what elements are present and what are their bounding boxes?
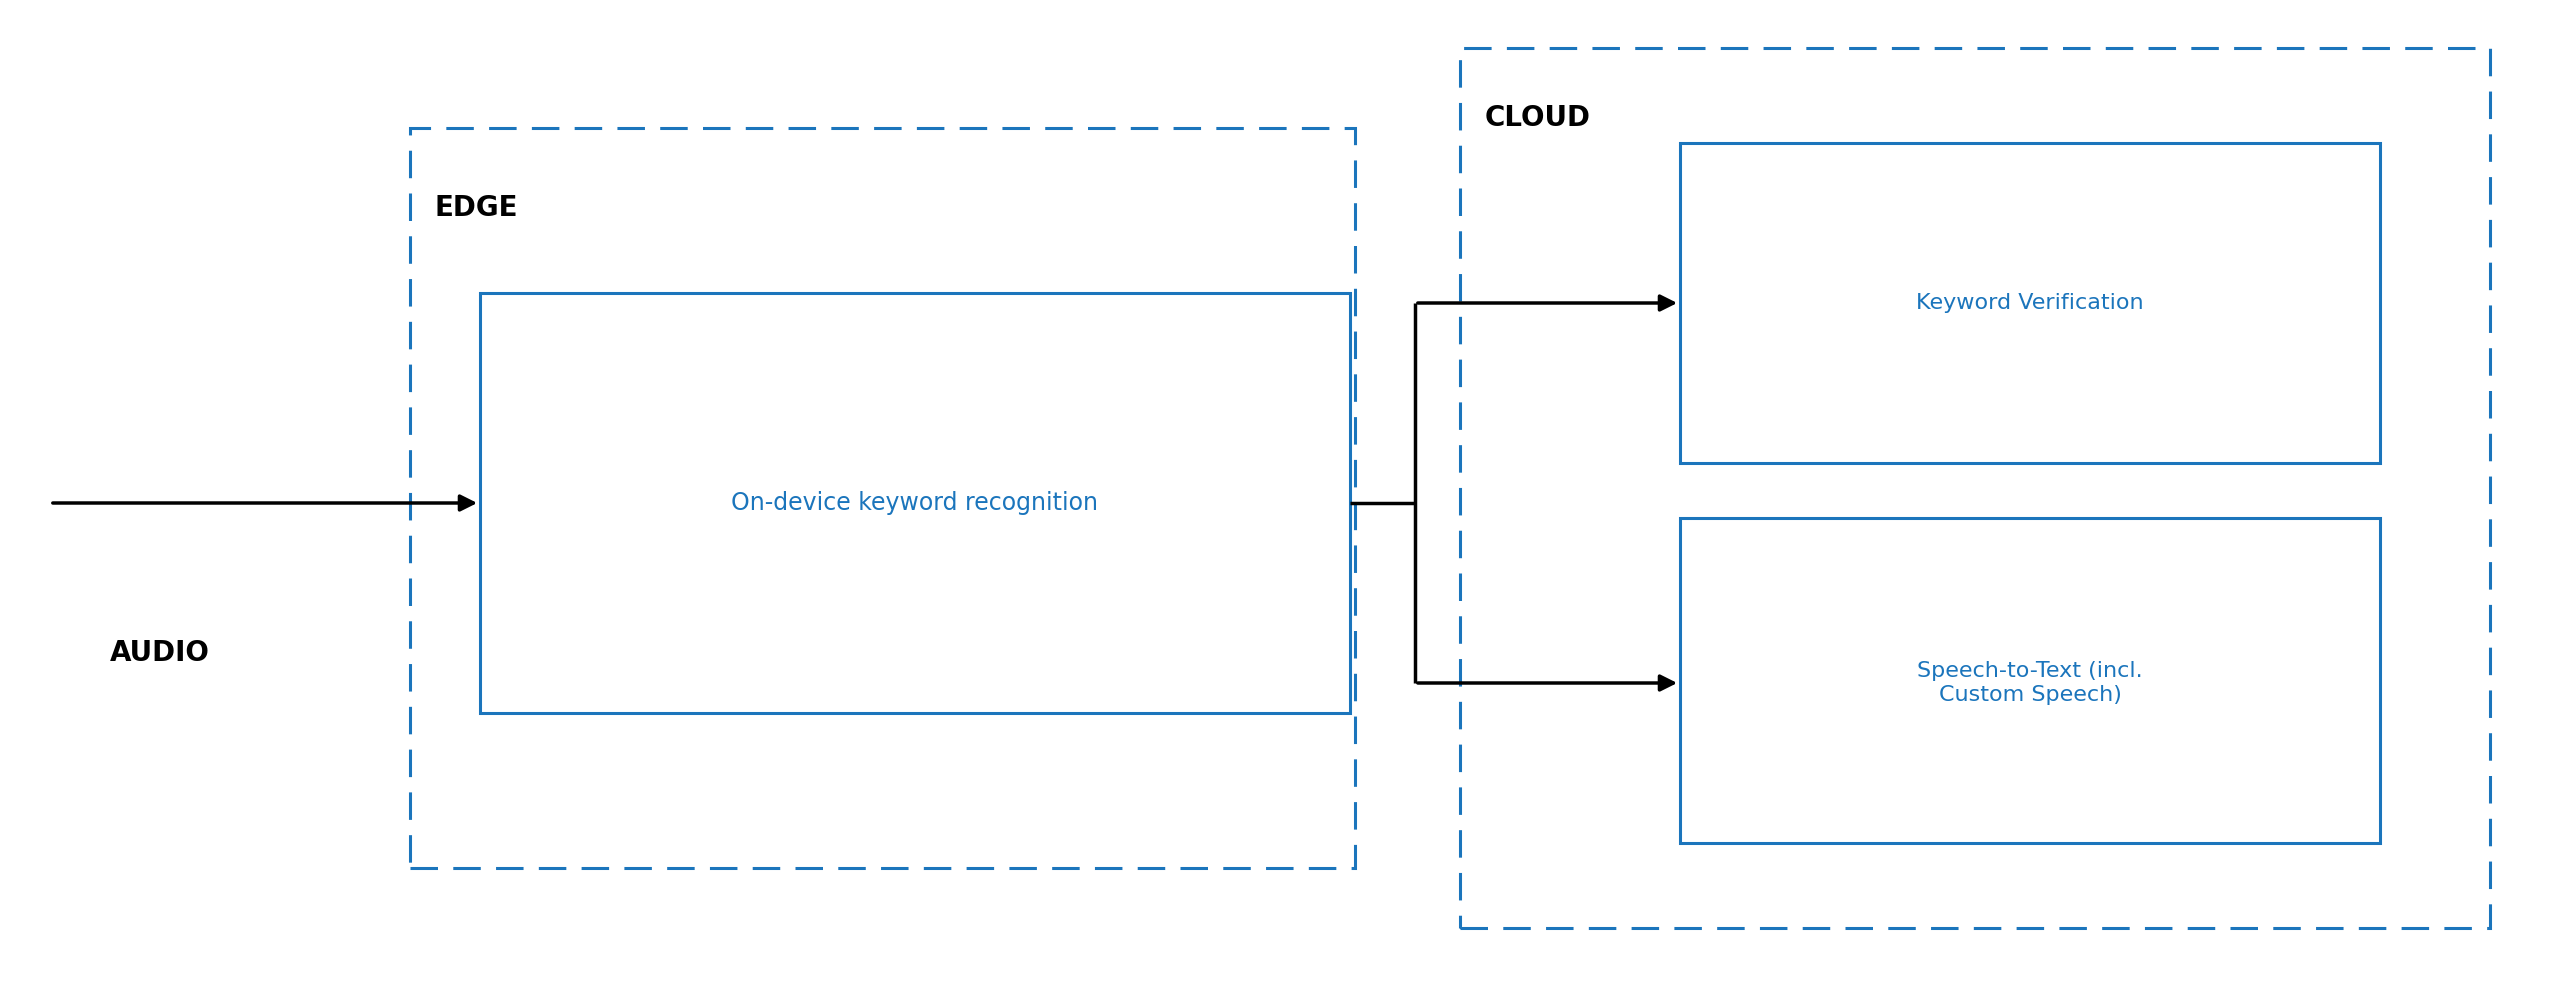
Text: AUDIO: AUDIO	[111, 639, 211, 667]
Bar	[1460, 48, 2490, 928]
Bar	[409, 128, 1354, 868]
Bar	[1679, 143, 2379, 463]
Text: Speech-to-Text (incl.
Custom Speech): Speech-to-Text (incl. Custom Speech)	[1918, 662, 2142, 705]
Bar	[1679, 518, 2379, 843]
Text: On-device keyword recognition: On-device keyword recognition	[731, 491, 1100, 515]
Text: Keyword Verification: Keyword Verification	[1916, 293, 2145, 313]
Text: CLOUD: CLOUD	[1486, 104, 1591, 132]
Text: EDGE: EDGE	[435, 194, 518, 222]
Bar	[479, 293, 1349, 713]
